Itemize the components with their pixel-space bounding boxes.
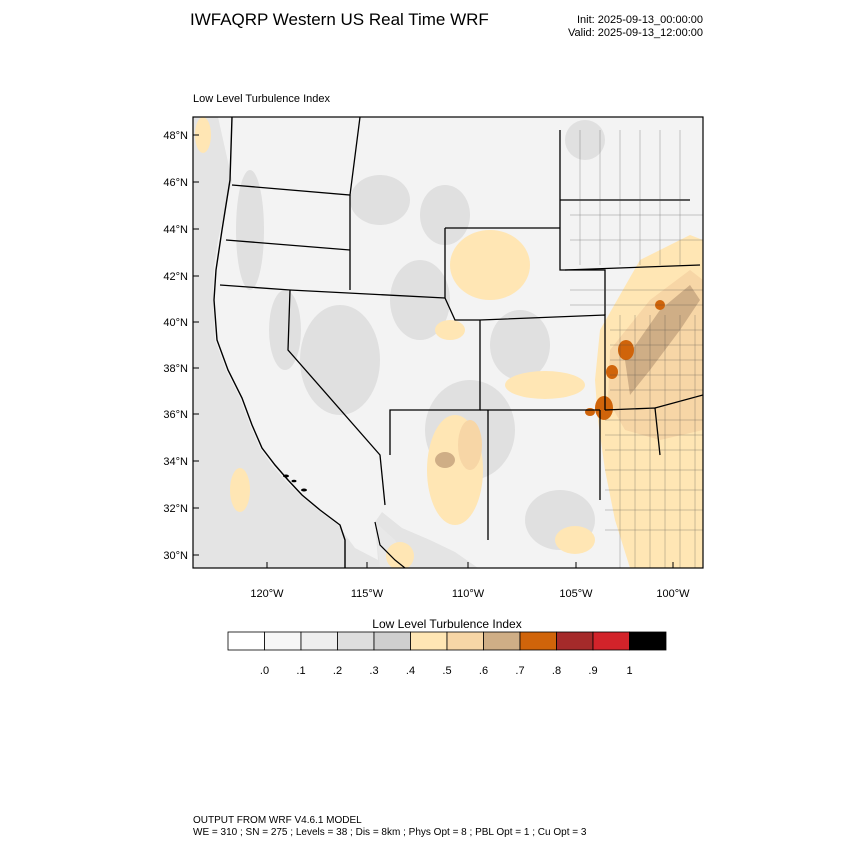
axis-ticks (193, 134, 674, 568)
colorbar-tick-label: .2 (333, 665, 342, 677)
lon-labels: 120°W 115°W 110°W 105°W 100°W (250, 588, 690, 600)
plot-frame (192, 116, 704, 569)
lat-label: 30°N (163, 550, 188, 562)
county-grid (570, 130, 703, 568)
colorbar-title: Low Level Turbulence Index (372, 617, 522, 631)
model-info: OUTPUT FROM WRF V4.6.1 MODEL (193, 815, 362, 826)
colorbar-tick-label: 1 (626, 665, 632, 677)
lat-labels: 48°N 46°N 44°N 42°N 40°N 38°N 36°N 34°N … (163, 130, 188, 562)
lon-label: 115°W (351, 588, 384, 600)
colorbar-swatch (337, 631, 375, 651)
colorbar-swatch (592, 631, 630, 651)
colorbar-tick-label: .6 (479, 665, 488, 677)
colorbar-tick-label: .8 (552, 665, 561, 677)
page-title: IWFAQRP Western US Real Time WRF (190, 10, 489, 29)
colorbar-swatch (373, 631, 411, 651)
lat-label: 36°N (163, 409, 188, 421)
lat-label: 40°N (163, 317, 188, 329)
colorbar-tick-label: .9 (588, 665, 597, 677)
turbulence-high (435, 285, 700, 468)
colorbar-tick-label: .5 (442, 665, 451, 677)
colorbar-swatch (300, 631, 338, 651)
lon-label: 110°W (452, 588, 485, 600)
colorbar-tick-label: .4 (406, 665, 415, 677)
channel-islands (283, 474, 307, 492)
colorbar-swatch (410, 631, 448, 651)
colorbar-swatch (446, 631, 484, 651)
colorbar-labels: .0 .1 .2 .3 .4 .5 .6 .7 .8 .9 1 (260, 665, 633, 677)
lon-label: 100°W (656, 588, 690, 600)
lat-label: 32°N (163, 503, 188, 515)
land-area (213, 117, 703, 568)
valid-time: Valid: 2025-09-13_12:00:00 (568, 27, 703, 39)
lat-label: 42°N (163, 271, 188, 283)
lat-label: 44°N (163, 224, 188, 236)
colorbar-tick-label: .7 (515, 665, 524, 677)
colorbar-swatch (556, 631, 594, 651)
lon-label: 105°W (559, 588, 593, 600)
colorbar-swatch (264, 631, 302, 651)
state-boundaries (219, 117, 703, 540)
terrain-shading (236, 120, 605, 550)
lat-label: 34°N (163, 456, 188, 468)
colorbar-tick-label: .3 (369, 665, 378, 677)
colorbar-swatch (227, 631, 265, 651)
colorbar-tick-label: .1 (296, 665, 305, 677)
lat-label: 48°N (163, 130, 188, 142)
colorbar-swatch (483, 631, 521, 651)
colorbar-swatch (629, 631, 667, 651)
lat-label: 38°N (163, 363, 188, 375)
model-settings: WE = 310 ; SN = 275 ; Levels = 38 ; Dis … (193, 827, 587, 838)
coastline (213, 117, 346, 568)
colorbar-swatch (519, 631, 557, 651)
lat-label: 46°N (163, 177, 188, 189)
plot-label: Low Level Turbulence Index (193, 93, 330, 105)
gulf-coastline (374, 521, 406, 568)
map-field (193, 117, 703, 568)
colorbar-tick-label: .0 (260, 665, 269, 677)
init-time: Init: 2025-09-13_00:00:00 (577, 14, 703, 26)
colorbar (227, 631, 667, 651)
lon-label: 120°W (250, 588, 284, 600)
